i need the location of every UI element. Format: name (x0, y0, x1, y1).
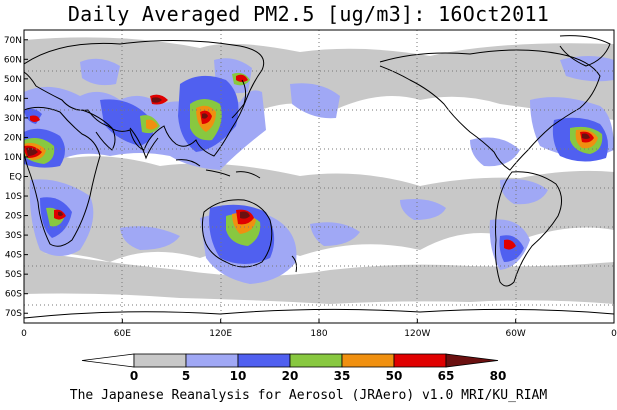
colorbar-segment (393, 353, 447, 368)
latitude-axis: 70N 60N 50N 40N 30N 20N 10N EQ 10S 20S 30S 40S 50S 60… (4, 36, 28, 319)
y-tick-label: 10N (4, 153, 22, 163)
colorbar-label: 5 (182, 369, 190, 383)
concentration-above-80 (26, 97, 590, 219)
y-tick-label: 30N (4, 114, 22, 124)
colorbar-label: 35 (334, 369, 351, 383)
y-tick-label: 50S (5, 270, 22, 280)
map-title: Daily Averaged PM2.5 [ug/m3]: 16Oct2011 (67, 2, 550, 26)
longitude-axis: 0 60E 120E 180 120W 60W 0 (21, 319, 617, 339)
y-tick-label: 60S (5, 290, 22, 300)
colorbar-label: 65 (438, 369, 455, 383)
colorbar-label: 20 (282, 369, 299, 383)
footer-credit: The Japanese Reanalysis for Aerosol (JRA… (69, 388, 548, 403)
x-tick-label: 0 (21, 329, 27, 339)
y-tick-label: 10S (5, 192, 22, 202)
colorbar-segment (341, 353, 395, 368)
y-tick-label: 60N (4, 55, 22, 65)
x-tick-label: 180 (310, 329, 327, 339)
y-tick-label: 20S (5, 212, 22, 222)
y-tick-label: 40N (4, 94, 22, 104)
y-tick-label: 40S (5, 251, 22, 261)
x-tick-label: 0 (611, 329, 617, 339)
y-tick-label: 20N (4, 133, 22, 143)
colorbar-segment (185, 353, 239, 368)
colorbar-segment (133, 353, 187, 368)
colorbar-segment (289, 353, 343, 368)
colorbar-segment (237, 353, 291, 368)
colorbar-segment (445, 353, 499, 368)
y-tick-label: 70N (4, 36, 22, 46)
colorbar-segment (81, 353, 135, 368)
coastlines (24, 35, 614, 319)
y-tick-label: 30S (5, 231, 22, 241)
y-tick-label: EQ (9, 173, 22, 183)
colorbar-label: 10 (230, 369, 247, 383)
colorbar-label: 80 (490, 369, 507, 383)
x-tick-label: 120W (404, 329, 430, 339)
x-tick-label: 120E (209, 329, 232, 339)
y-tick-label: 50N (4, 75, 22, 85)
pm25-field (24, 30, 614, 323)
x-tick-label: 60W (505, 329, 525, 339)
x-tick-label: 60E (114, 329, 131, 339)
colorbar-label: 50 (386, 369, 403, 383)
colorbar-label: 0 (130, 369, 138, 383)
y-tick-label: 70S (5, 309, 22, 319)
colorbar: 0 5 10 20 35 50 65 80 (81, 353, 507, 383)
grid-lines (24, 30, 614, 323)
